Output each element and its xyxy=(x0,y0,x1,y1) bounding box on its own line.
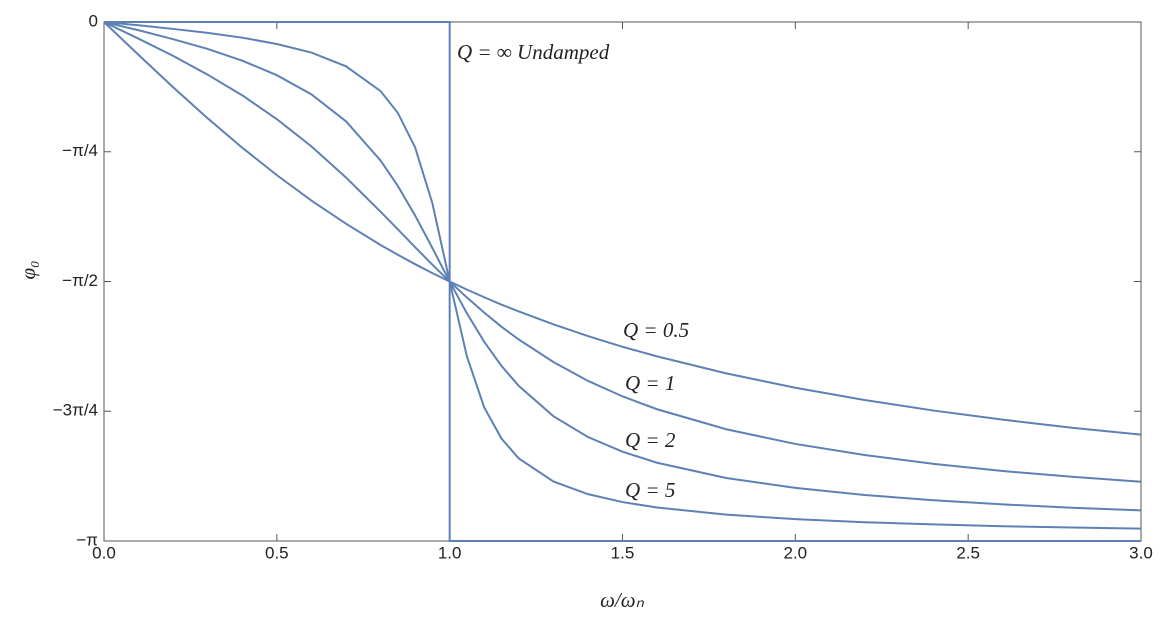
x-tick-label: 0.5 xyxy=(265,543,289,562)
y-axis-label: φ₀ xyxy=(16,261,40,280)
series-label: Q = ∞ Undamped xyxy=(457,40,610,64)
y-tick-label: −π/4 xyxy=(62,141,98,160)
y-tick-label: −π xyxy=(76,530,98,549)
x-tick-label: 0.0 xyxy=(92,543,116,562)
series-label: Q = 2 xyxy=(625,428,676,452)
series-label: Q = 5 xyxy=(625,478,675,502)
line xyxy=(103,21,1142,483)
x-tick-label: 2.0 xyxy=(784,543,808,562)
y-tick-label: 0 xyxy=(89,11,98,30)
line xyxy=(103,21,1142,512)
line xyxy=(103,21,1142,436)
x-tick-label: 1.5 xyxy=(611,543,635,562)
line xyxy=(103,21,1142,530)
plot-frame xyxy=(103,21,1142,542)
y-tick-label: −π/2 xyxy=(62,271,98,290)
series-label: Q = 0.5 xyxy=(623,318,689,342)
x-axis-label: ω/ωₙ xyxy=(600,588,644,612)
series-label: Q = 1 xyxy=(625,371,675,395)
y-tick-label: −3π/4 xyxy=(53,401,98,420)
x-tick-label: 3.0 xyxy=(1129,543,1153,562)
x-tick-label: 1.0 xyxy=(438,543,462,562)
line xyxy=(104,21,1141,542)
x-tick-label: 2.5 xyxy=(956,543,980,562)
